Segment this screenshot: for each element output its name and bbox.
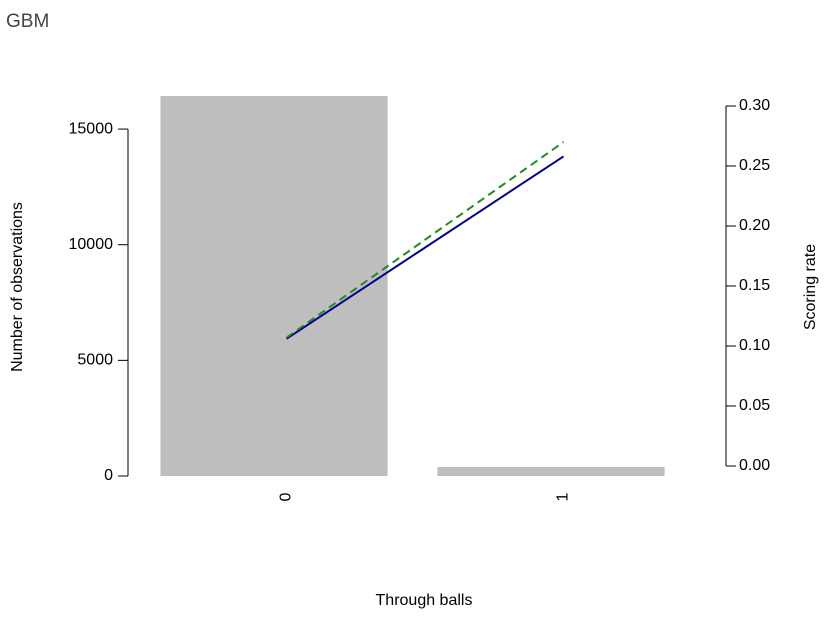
bar xyxy=(160,96,388,476)
y-axis-label: Number of observations xyxy=(9,202,26,372)
line xyxy=(285,141,565,339)
line xyxy=(285,155,565,340)
x-axis-label: Through balls xyxy=(376,592,473,609)
y-tick-label: 10000 xyxy=(69,236,114,253)
y-tick-label: 5000 xyxy=(77,352,113,369)
x-tick-label: 1 xyxy=(555,492,572,501)
y2-tick-label: 0.25 xyxy=(739,157,770,174)
y2-tick-label: 0.30 xyxy=(739,97,770,114)
y-tick-label: 0 xyxy=(104,467,113,484)
y2-tick-label: 0.10 xyxy=(739,337,770,354)
y2-tick-label: 0.00 xyxy=(739,457,770,474)
y2-axis-label: Scoring rate xyxy=(802,244,819,330)
y2-tick-label: 0.20 xyxy=(739,217,770,234)
y-tick-label: 15000 xyxy=(69,120,114,137)
chart-title: GBM xyxy=(6,11,49,32)
y2-tick-label: 0.15 xyxy=(739,277,770,294)
bar xyxy=(437,466,665,476)
x-tick-label: 0 xyxy=(278,492,295,501)
y2-tick-label: 0.05 xyxy=(739,397,770,414)
